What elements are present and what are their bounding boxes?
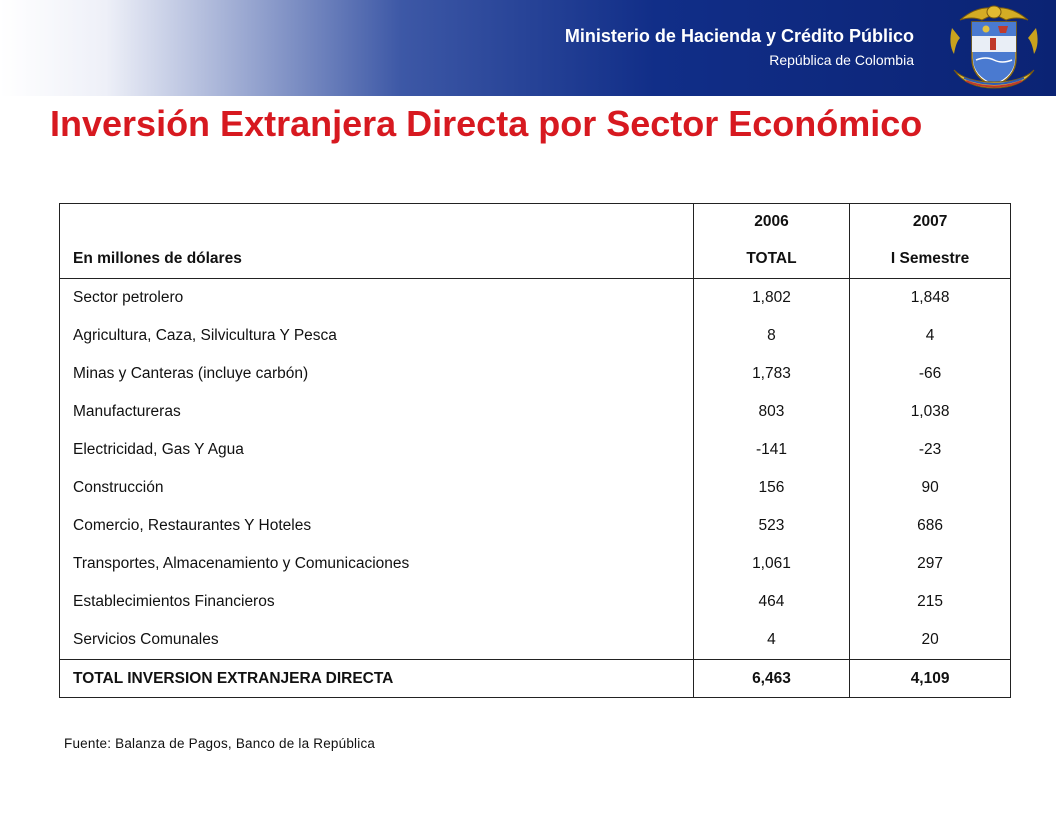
value-2007: 297 bbox=[849, 545, 1011, 583]
sector-label: Agricultura, Caza, Silvicultura Y Pesca bbox=[59, 317, 694, 355]
table-row: Manufactureras 803 1,038 bbox=[59, 393, 1011, 431]
table-row: Establecimientos Financieros 464 215 bbox=[59, 583, 1011, 621]
sector-label: Manufactureras bbox=[59, 393, 694, 431]
sector-label: Sector petrolero bbox=[59, 278, 694, 317]
page-title: Inversión Extranjera Directa por Sector … bbox=[50, 103, 923, 144]
value-2006: 464 bbox=[692, 583, 850, 621]
value-2007: -23 bbox=[849, 431, 1011, 469]
value-2006: 1,061 bbox=[692, 545, 850, 583]
source-note: Fuente: Balanza de Pagos, Banco de la Re… bbox=[64, 736, 376, 751]
value-2007: -66 bbox=[849, 355, 1011, 393]
value-2007: 4 bbox=[849, 317, 1011, 355]
total-label: TOTAL INVERSION EXTRANJERA DIRECTA bbox=[59, 659, 694, 698]
value-2007: 215 bbox=[849, 583, 1011, 621]
table-row: Minas y Canteras (incluye carbón) 1,783 … bbox=[59, 355, 1011, 393]
value-2007: 90 bbox=[849, 469, 1011, 507]
sector-label: Establecimientos Financieros bbox=[59, 583, 694, 621]
ministry-block: Ministerio de Hacienda y Crédito Público… bbox=[565, 25, 914, 69]
sector-label: Minas y Canteras (incluye carbón) bbox=[59, 355, 694, 393]
value-2006: 1,783 bbox=[692, 355, 850, 393]
value-2007: 20 bbox=[849, 621, 1011, 660]
header-blank-cell bbox=[59, 203, 694, 240]
table-row: Electricidad, Gas Y Agua -141 -23 bbox=[59, 431, 1011, 469]
value-2007: 686 bbox=[849, 507, 1011, 545]
sector-label: Transportes, Almacenamiento y Comunicaci… bbox=[59, 545, 694, 583]
sector-label: Electricidad, Gas Y Agua bbox=[59, 431, 694, 469]
value-2006: 4 bbox=[692, 621, 850, 660]
sector-label: Servicios Comunales bbox=[59, 621, 694, 660]
ministry-name: Ministerio de Hacienda y Crédito Público bbox=[564, 26, 914, 46]
table-header-row: 2006 2007 bbox=[59, 203, 1011, 240]
header-band: Ministerio de Hacienda y Crédito Público… bbox=[0, 0, 1056, 96]
country-name: República de Colombia bbox=[769, 52, 914, 68]
value-2006: 1,802 bbox=[692, 278, 850, 317]
investment-table: 2006 2007 En millones de dólares TOTAL I… bbox=[59, 203, 1011, 698]
header-year-2006: 2006 bbox=[692, 203, 850, 240]
table-header-row: En millones de dólares TOTAL I Semestre bbox=[59, 240, 1011, 279]
sector-label: Comercio, Restaurantes Y Hoteles bbox=[59, 507, 694, 545]
header-year-2007: 2007 bbox=[849, 203, 1011, 240]
value-2006: 156 bbox=[692, 469, 850, 507]
value-2006: 8 bbox=[692, 317, 850, 355]
value-2007: 1,848 bbox=[849, 278, 1011, 317]
value-2006: -141 bbox=[692, 431, 850, 469]
coat-of-arms-icon bbox=[950, 5, 1038, 89]
table-row: Comercio, Restaurantes Y Hoteles 523 686 bbox=[59, 507, 1011, 545]
table-row: Agricultura, Caza, Silvicultura Y Pesca … bbox=[59, 317, 1011, 355]
value-2006: 523 bbox=[692, 507, 850, 545]
value-2006: 803 bbox=[692, 393, 850, 431]
table-row: Servicios Comunales 4 20 bbox=[59, 621, 1011, 660]
header-units-label: En millones de dólares bbox=[59, 240, 694, 279]
table-total-row: TOTAL INVERSION EXTRANJERA DIRECTA 6,463… bbox=[59, 659, 1011, 698]
table-row: Transportes, Almacenamiento y Comunicaci… bbox=[59, 545, 1011, 583]
value-2007: 1,038 bbox=[849, 393, 1011, 431]
table-row: Construcción 156 90 bbox=[59, 469, 1011, 507]
sector-label: Construcción bbox=[59, 469, 694, 507]
header-total: TOTAL bbox=[692, 240, 850, 279]
table-row: Sector petrolero 1,802 1,848 bbox=[59, 278, 1011, 317]
header-semester: I Semestre bbox=[849, 240, 1011, 279]
total-2007: 4,109 bbox=[849, 659, 1011, 698]
total-2006: 6,463 bbox=[692, 659, 850, 698]
